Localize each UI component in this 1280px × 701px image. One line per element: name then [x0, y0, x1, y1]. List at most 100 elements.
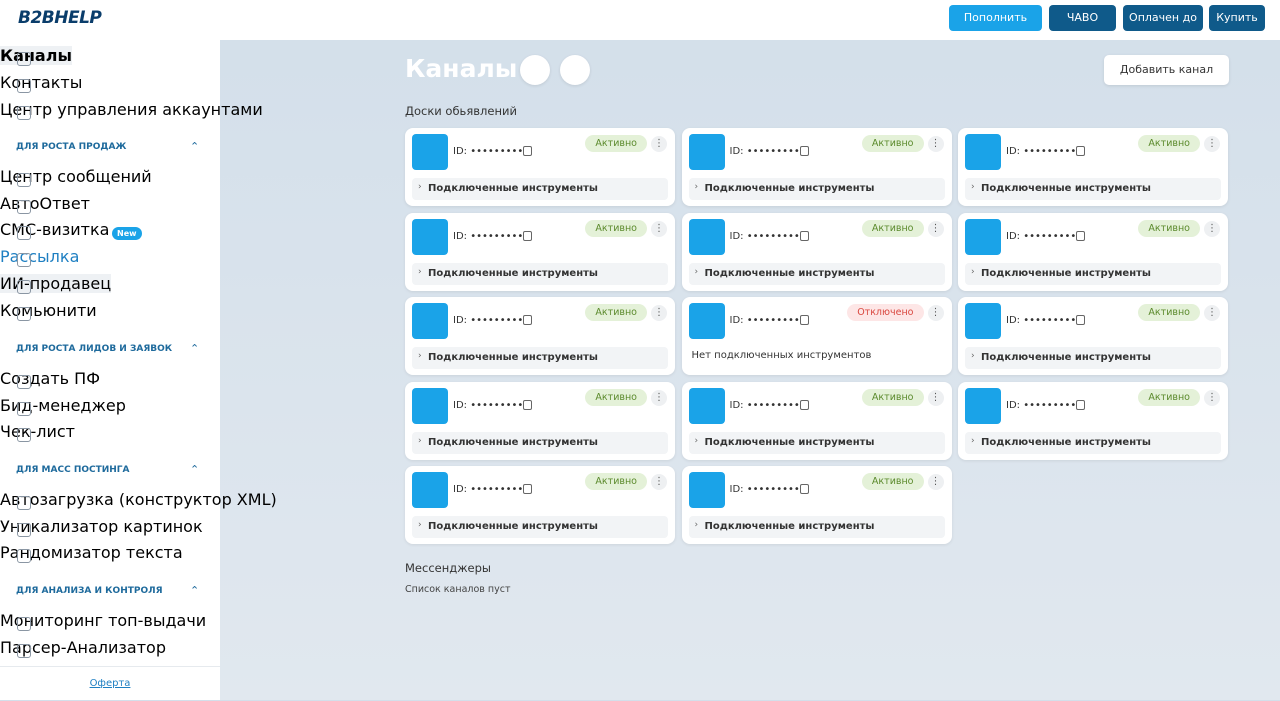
round-button[interactable] [520, 55, 550, 85]
header-button[interactable]: Пополнить [949, 5, 1042, 31]
sidebar-item[interactable]: ИИ-продавец [0, 273, 112, 294]
footer-link[interactable]: Оферта [0, 666, 220, 700]
menu-button[interactable]: ⋮ [651, 305, 667, 321]
section-title[interactable]: ДЛЯ АНАЛИЗА И КОНТРОЛЯ [16, 586, 163, 596]
tools-row[interactable]: › Подключенные инструменты [688, 516, 945, 538]
copy-icon[interactable] [799, 399, 809, 410]
copy-icon[interactable] [523, 399, 532, 410]
sidebar-item[interactable]: Мониторинг топ-выдачи [0, 611, 206, 631]
channel-card[interactable]: ID: ••••••••• Активно ⋮ › Подключенные инстр… [681, 212, 952, 291]
sidebar-item[interactable]: Центр управления аккаунтами [0, 100, 263, 120]
avatar [412, 387, 448, 424]
tools-label: Подключенные инструменты [981, 183, 1151, 194]
menu-button[interactable]: ⋮ [927, 136, 944, 152]
tools-row[interactable]: › Подключенные инструменты [412, 178, 668, 200]
avatar [412, 472, 448, 508]
tools-row[interactable]: › Подключенные инструменты [688, 178, 945, 200]
tools-row[interactable]: › Подключенные инструменты [412, 347, 668, 369]
channel-card[interactable]: ID: ••••••••• Активно ⋮ › Подключенные инстр… [958, 381, 1228, 460]
copy-icon[interactable] [799, 230, 809, 241]
sidebar-item[interactable]: СМС-визитка New [0, 220, 142, 241]
sidebar-item[interactable]: Рандомизатор текста [0, 543, 183, 564]
sidebar-item[interactable]: Автозагрузка (конструктор XML) [0, 490, 277, 510]
status: Активно [1138, 135, 1200, 152]
menu-button[interactable]: ⋮ [651, 474, 667, 490]
section-title[interactable]: ДЛЯ МАСС ПОСТИНГА [16, 465, 130, 475]
menu-button[interactable]: ⋮ [1204, 305, 1220, 321]
copy-icon[interactable] [523, 315, 532, 325]
sidebar-item[interactable]: Центр сообщений [0, 167, 152, 187]
avatar [688, 303, 725, 339]
tools-row[interactable]: › Подключенные инструменты [688, 431, 945, 454]
channel-card[interactable]: ID: ••••••••• Активно ⋮ › Подключенные инстр… [958, 297, 1228, 375]
channel-card[interactable]: ID: ••••••••• Активно ⋮ › Подключенные инстр… [681, 381, 952, 460]
menu-button[interactable]: ⋮ [651, 136, 667, 152]
sidebar-item[interactable]: Уникализатор картинок [0, 517, 203, 537]
copy-icon[interactable] [1076, 146, 1085, 156]
status: Активно [861, 219, 924, 237]
main: Каналы Добавить канал Доски обьявлений ID: … [220, 40, 1280, 700]
channel-card[interactable]: ID: ••••••••• Активно ⋮ › Подключенные инстр… [405, 212, 675, 291]
sidebar-item[interactable]: Бид-менеджер [0, 396, 126, 416]
tools-row[interactable]: › Подключенные инструменты [412, 431, 668, 454]
header-button[interactable]: Оплачен до [1123, 5, 1203, 31]
copy-icon[interactable] [1076, 315, 1085, 325]
channel-card[interactable]: ID: ••••••••• Активно ⋮ › Подключенные инстр… [405, 381, 675, 460]
chevron: › [694, 520, 699, 530]
channel-card[interactable]: ID: ••••••••• Активно ⋮ › Подключенные инстр… [681, 466, 952, 544]
channel-card[interactable]: ID: ••••••••• Активно ⋮ › Подключенные инстр… [958, 212, 1228, 291]
sidebar-item[interactable]: Парсер-Анализатор [0, 638, 166, 658]
menu-button[interactable]: ⋮ [1204, 389, 1220, 406]
menu-button[interactable]: ⋮ [651, 220, 667, 237]
menu-button[interactable]: ⋮ [927, 220, 944, 237]
section-title[interactable]: ДЛЯ РОСТА ЛИДОВ И ЗАЯВОК [16, 344, 173, 354]
tools-row[interactable]: › Подключенные инструменты [412, 262, 668, 285]
avatar [688, 218, 725, 255]
menu-button[interactable]: ⋮ [1204, 136, 1220, 152]
logo[interactable]: B2BHELP [18, 8, 102, 28]
menu-button[interactable]: ⋮ [651, 389, 667, 406]
round-button[interactable] [560, 55, 590, 85]
sidebar-item[interactable]: Каналы [0, 46, 72, 66]
menu-button[interactable]: ⋮ [927, 474, 944, 490]
copy-icon[interactable] [799, 146, 809, 156]
copy-icon[interactable] [1076, 230, 1085, 241]
header-button[interactable]: Купить [1209, 5, 1265, 31]
chevron: ⌃ [190, 342, 200, 355]
sidebar-label: Центр управления аккаунтами [0, 100, 263, 119]
copy-icon[interactable] [799, 484, 809, 494]
section-title[interactable]: ДЛЯ РОСТА ПРОДАЖ [16, 142, 127, 152]
channel-card[interactable]: ID: ••••••••• Активно ⋮ › Подключенные инстр… [405, 128, 675, 206]
icon [17, 52, 31, 66]
add-button[interactable]: Добавить канал [1104, 55, 1229, 85]
menu-button[interactable]: ⋮ [927, 305, 944, 321]
copy-icon[interactable] [523, 230, 532, 241]
chevron: › [694, 266, 699, 277]
sidebar-item[interactable]: Рассылка [0, 247, 79, 268]
menu-button[interactable]: ⋮ [1204, 220, 1220, 237]
channel-card[interactable]: ID: ••••••••• Активно ⋮ › Подключенные инстр… [405, 466, 675, 544]
tools-row[interactable]: › Подключенные инструменты [688, 262, 945, 285]
tools-row[interactable]: › Подключенные инструменты [965, 178, 1221, 200]
channel-card[interactable]: ID: ••••••••• Активно ⋮ › Подключенные инстр… [405, 297, 675, 375]
tools-row[interactable]: › Подключенные инструменты [965, 262, 1221, 285]
copy-icon[interactable] [523, 484, 532, 494]
sidebar-item[interactable]: Комьюнити [0, 301, 97, 321]
copy-icon[interactable] [799, 315, 809, 325]
chevron: › [971, 435, 975, 446]
tools-row[interactable]: › Подключенные инструменты [412, 516, 668, 538]
tools-row[interactable]: › Подключенные инструменты [965, 431, 1221, 454]
copy-icon[interactable] [1076, 399, 1085, 410]
channel-card[interactable]: ID: ••••••••• Активно ⋮ › Подключенные инстр… [958, 128, 1228, 206]
menu-button[interactable]: ⋮ [927, 389, 944, 406]
sidebar-item[interactable]: Чек-лист [0, 422, 75, 443]
copy-icon[interactable] [523, 146, 532, 156]
sidebar-item[interactable]: Создать ПФ [0, 369, 100, 389]
sidebar-item[interactable]: АвтоОтвет [0, 194, 90, 214]
header-button[interactable]: ЧАВО [1049, 5, 1116, 31]
channel-card[interactable]: ID: ••••••••• Отключено ⋮ Нет подключенных … [681, 297, 952, 375]
icon [17, 306, 31, 321]
tools-row[interactable]: › Подключенные инструменты [965, 347, 1221, 369]
channel-card[interactable]: ID: ••••••••• Активно ⋮ › Подключенные инстр… [681, 128, 952, 206]
sidebar-item[interactable]: Контакты [0, 73, 82, 93]
